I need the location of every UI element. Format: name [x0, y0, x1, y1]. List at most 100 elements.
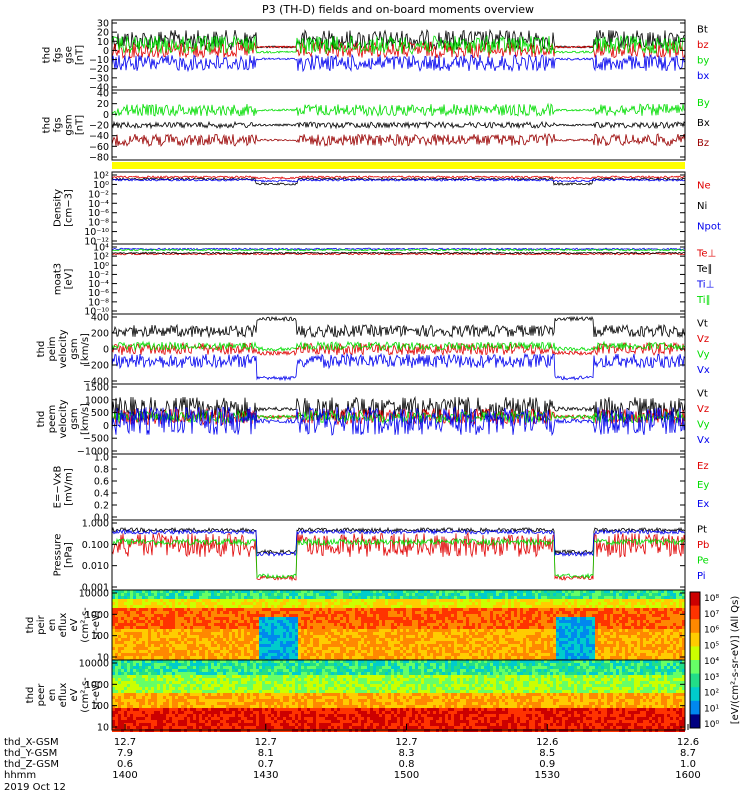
- heatmap-cell: [184, 629, 187, 632]
- heatmap-cell: [412, 602, 415, 605]
- heatmap-cell: [175, 605, 178, 608]
- heatmap-cell: [424, 656, 427, 659]
- heatmap-cell: [373, 620, 376, 623]
- heatmap-cell: [664, 638, 667, 641]
- heatmap-cell: [184, 611, 187, 614]
- heatmap-cell: [475, 641, 478, 644]
- heatmap-cell: [145, 650, 148, 653]
- heatmap-cell: [349, 602, 352, 605]
- heatmap-cell: [658, 644, 661, 647]
- heatmap-cell: [613, 620, 616, 623]
- y-axis-label: [eV]: [64, 269, 75, 290]
- heatmap-cell: [499, 641, 502, 644]
- heatmap-cell: [322, 599, 325, 602]
- heatmap-cell: [118, 711, 121, 714]
- heatmap-cell: [559, 611, 562, 614]
- heatmap-cell: [280, 641, 283, 644]
- heatmap-cell: [415, 605, 418, 608]
- heatmap-cell: [583, 632, 586, 635]
- heatmap-cell: [544, 623, 547, 626]
- heatmap-cell: [646, 650, 649, 653]
- heatmap-cell: [313, 596, 316, 599]
- heatmap-cell: [328, 626, 331, 629]
- heatmap-cell: [631, 620, 634, 623]
- heatmap-cell: [343, 596, 346, 599]
- heatmap-cell: [208, 626, 211, 629]
- heatmap-cell: [400, 629, 403, 632]
- heatmap-cell: [538, 605, 541, 608]
- heatmap-cell: [595, 638, 598, 641]
- heatmap-cell: [679, 650, 682, 653]
- heatmap-cell: [232, 608, 235, 611]
- y-tick-label: 0.8: [94, 465, 109, 476]
- heatmap-cell: [598, 602, 601, 605]
- heatmap-cell: [550, 602, 553, 605]
- heatmap-cell: [280, 635, 283, 638]
- heatmap-cell: [484, 623, 487, 626]
- heatmap-cell: [541, 641, 544, 644]
- heatmap-cell: [139, 653, 142, 656]
- heatmap-cell: [382, 650, 385, 653]
- heatmap-cell: [124, 620, 127, 623]
- heatmap-cell: [547, 605, 550, 608]
- heatmap-cell: [166, 617, 169, 620]
- heatmap-cell: [619, 629, 622, 632]
- heatmap-cell: [292, 650, 295, 653]
- heatmap-cell: [463, 653, 466, 656]
- heatmap-cell: [301, 623, 304, 626]
- heatmap-cell: [397, 596, 400, 599]
- heatmap-cell: [478, 620, 481, 623]
- heatmap-cell: [121, 599, 124, 602]
- heatmap-cell: [205, 605, 208, 608]
- heatmap-cell: [232, 644, 235, 647]
- heatmap-cell: [286, 599, 289, 602]
- heatmap-cell: [580, 656, 583, 659]
- heatmap-cell: [655, 605, 658, 608]
- heatmap-cell: [604, 623, 607, 626]
- heatmap-cell: [349, 647, 352, 650]
- y-axis-label: [nT]: [75, 115, 86, 135]
- heatmap-cell: [376, 656, 379, 659]
- heatmap-cell: [352, 635, 355, 638]
- heatmap-cell: [628, 638, 631, 641]
- heatmap-cell: [418, 650, 421, 653]
- legend-label: Vt: [697, 318, 708, 329]
- legend-label: Vz: [697, 404, 709, 415]
- heatmap-cell: [403, 596, 406, 599]
- heatmap-cell: [124, 611, 127, 614]
- heatmap-cell: [442, 593, 445, 596]
- heatmap-cell: [574, 653, 577, 656]
- heatmap-cell: [559, 623, 562, 626]
- heatmap-cell: [160, 656, 163, 659]
- heatmap-cell: [565, 650, 568, 653]
- heatmap-cell: [373, 644, 376, 647]
- heatmap-cell: [322, 629, 325, 632]
- heatmap-cell: [442, 623, 445, 626]
- heatmap-cell: [505, 638, 508, 641]
- heatmap-cell: [634, 641, 637, 644]
- heatmap-cell: [523, 623, 526, 626]
- heatmap-cell: [436, 617, 439, 620]
- heatmap-cell: [361, 623, 364, 626]
- heatmap-cell: [355, 650, 358, 653]
- heatmap-cell: [544, 596, 547, 599]
- heatmap-cell: [379, 641, 382, 644]
- heatmap-cell: [484, 629, 487, 632]
- heatmap-cell: [622, 614, 625, 617]
- heatmap-cell: [631, 593, 634, 596]
- heatmap-cell: [376, 638, 379, 641]
- heatmap-cell: [286, 620, 289, 623]
- heatmap-cell: [217, 614, 220, 617]
- heatmap-cell: [568, 647, 571, 650]
- heatmap-cell: [574, 608, 577, 611]
- heatmap-cell: [589, 647, 592, 650]
- heatmap-cell: [496, 620, 499, 623]
- heatmap-cell: [262, 602, 265, 605]
- heatmap-cell: [244, 641, 247, 644]
- heatmap-cell: [301, 644, 304, 647]
- heatmap-cell: [607, 629, 610, 632]
- heatmap-cell: [610, 599, 613, 602]
- heatmap-cell: [607, 593, 610, 596]
- heatmap-cell: [250, 617, 253, 620]
